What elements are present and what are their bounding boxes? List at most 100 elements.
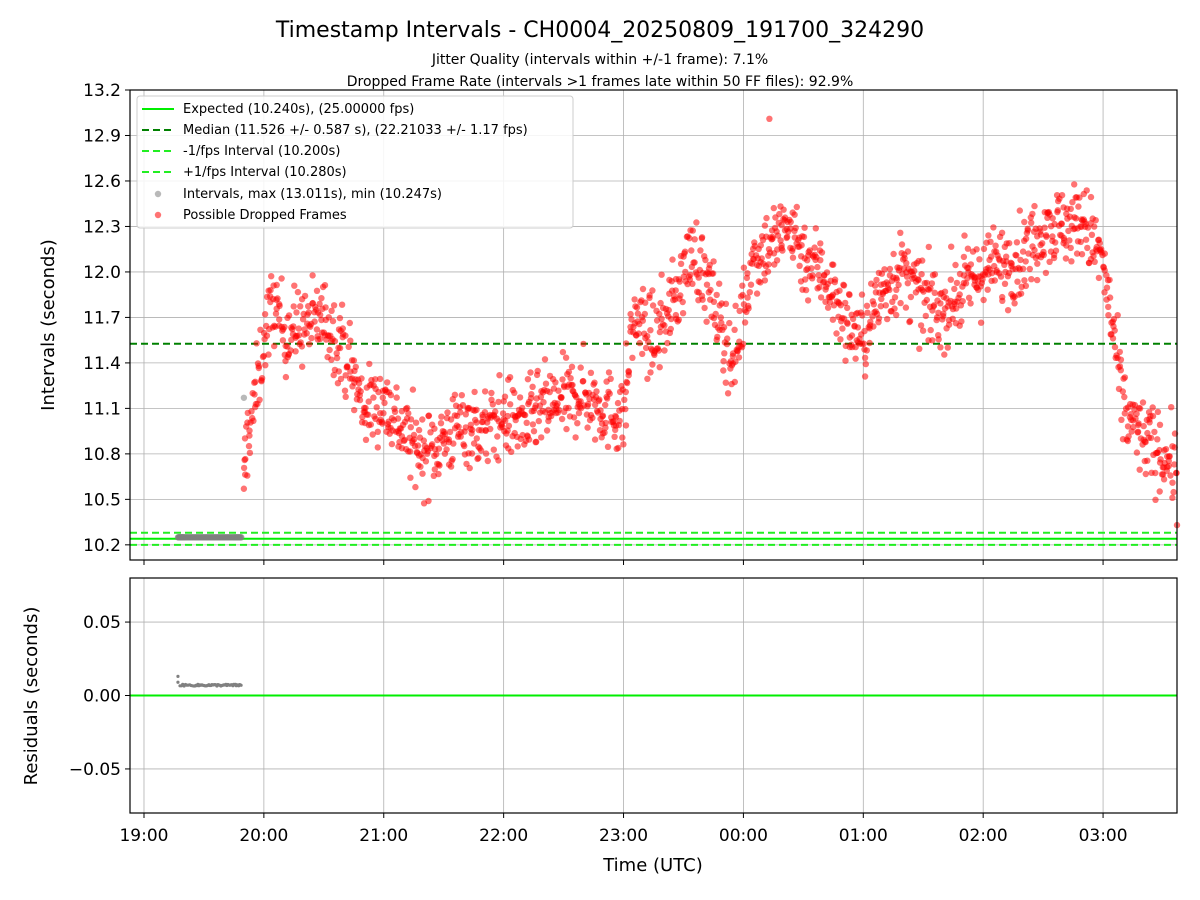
dropped-frame-point: [769, 233, 776, 241]
dropped-frame-point: [278, 275, 285, 282]
dropped-frame-point: [925, 243, 932, 251]
dropped-frame-point: [675, 316, 682, 323]
dropped-frame-point: [758, 255, 765, 262]
dropped-frame-point: [370, 394, 377, 401]
dropped-frame-point: [461, 442, 468, 450]
dropped-frame-point: [815, 272, 822, 279]
dropped-frame-point: [604, 443, 612, 450]
dropped-frame-point: [776, 210, 783, 218]
dropped-frame-point: [774, 232, 782, 239]
dropped-frame-point: [1144, 457, 1151, 464]
dropped-frame-point: [840, 282, 848, 289]
dropped-frame-point: [836, 287, 843, 294]
dropped-frame-point: [622, 422, 630, 429]
dropped-frame-point: [1140, 422, 1147, 430]
dropped-frame-point: [791, 211, 798, 218]
dropped-frame-point: [944, 344, 951, 351]
dropped-frame-point: [647, 369, 654, 376]
dropped-frame-point: [589, 414, 596, 421]
legend-frame: [136, 95, 574, 229]
intervals-plot: 10.2 10.5 10.8 11.1 11.4 11.7 12.0 12.3 12.6 12.9…: [38, 81, 1181, 565]
intervals-x-ticks: [143, 560, 1104, 565]
dropped-frame-point: [854, 324, 862, 331]
dropped-frame-point: [731, 378, 738, 386]
dropped-frame-point: [1171, 461, 1178, 468]
dropped-frame-point: [255, 364, 262, 372]
dropped-frame-point: [812, 225, 819, 232]
dropped-frame-point: [444, 409, 451, 416]
dropped-frame-point: [984, 286, 991, 293]
dropped-frame-point: [490, 446, 497, 453]
dropped-frame-point: [1165, 462, 1173, 470]
intervals-y-tick-label: 11.7: [83, 308, 121, 328]
dropped-frame-point: [773, 257, 781, 264]
dropped-frame-point: [351, 406, 358, 414]
dropped-frame-point: [1147, 434, 1155, 442]
dropped-frame-point: [295, 332, 303, 339]
dropped-frame-point: [717, 314, 724, 321]
dropped-frame-point: [622, 388, 629, 396]
dropped-frame-point: [555, 406, 562, 413]
dropped-frame-point: [580, 377, 587, 385]
dropped-frame-point: [559, 348, 567, 356]
dropped-frame-point: [1062, 255, 1070, 262]
dropped-frame-point: [976, 256, 983, 263]
dropped-frame-point: [633, 304, 641, 311]
dropped-frame-point: [504, 427, 511, 434]
dropped-frame-point: [580, 340, 587, 348]
dropped-frame-point: [316, 300, 323, 308]
dropped-frame-point: [333, 350, 340, 357]
dropped-frame-point: [802, 286, 810, 294]
dropped-frame-point: [322, 304, 329, 311]
dropped-frame-point: [1118, 416, 1125, 423]
dropped-frame-point: [1021, 218, 1028, 226]
dropped-frame-point: [258, 378, 265, 385]
dropped-frame-point: [436, 462, 443, 469]
dropped-frame-point: [757, 242, 764, 249]
dropped-frame-point: [350, 357, 358, 364]
x-tick-label: 19:00: [119, 826, 168, 846]
dropped-frame-point: [1049, 215, 1056, 222]
dropped-frame-point: [563, 425, 570, 433]
dropped-frame-point: [321, 282, 329, 289]
dropped-frame-point: [331, 338, 339, 345]
dropped-frame-point: [1031, 246, 1038, 254]
dropped-frame-point: [801, 224, 808, 231]
dropped-frame-point: [1052, 247, 1060, 254]
dropped-frame-point: [1151, 428, 1158, 436]
dropped-frame-point: [505, 422, 513, 429]
residuals-y-tick-label: −0.05: [69, 760, 121, 780]
dropped-frame-point: [746, 289, 753, 296]
dropped-frame-point: [584, 424, 591, 431]
dropped-frame-point: [951, 285, 958, 293]
dropped-frame-point: [624, 379, 631, 387]
dropped-frame-point: [411, 436, 418, 443]
dropped-frame-point: [861, 373, 869, 380]
dropped-frame-point: [367, 421, 374, 428]
dropped-frame-point: [409, 386, 417, 393]
dropped-frame-point: [602, 401, 609, 409]
dropped-frame-point: [1013, 252, 1020, 259]
dropped-frame-point: [336, 344, 344, 352]
dropped-frame-point: [1103, 272, 1110, 279]
x-tick-label: 01:00: [839, 826, 888, 846]
dropped-frame-point: [1022, 235, 1030, 242]
dropped-frame-point: [466, 464, 473, 472]
residuals-points: [176, 674, 243, 688]
dropped-frame-point: [372, 376, 379, 383]
dropped-frame-point: [1139, 399, 1147, 406]
dropped-frame-point: [863, 347, 870, 354]
dropped-frame-point: [1029, 210, 1036, 218]
residuals-y-ticks: 0.05 0.00 −0.05: [69, 613, 130, 780]
dropped-frame-point: [317, 311, 324, 319]
dropped-frame-point: [572, 434, 579, 441]
dropped-frame-point: [1135, 420, 1142, 427]
dropped-frame-point: [1134, 428, 1142, 435]
dropped-frame-point: [562, 354, 570, 361]
dropped-frame-point: [852, 343, 859, 351]
dropped-frame-point: [599, 412, 607, 419]
dropped-frame-point: [1154, 408, 1162, 416]
dropped-frame-point: [636, 339, 643, 347]
dropped-frame-point: [358, 375, 365, 382]
dropped-frame-point: [265, 351, 272, 358]
